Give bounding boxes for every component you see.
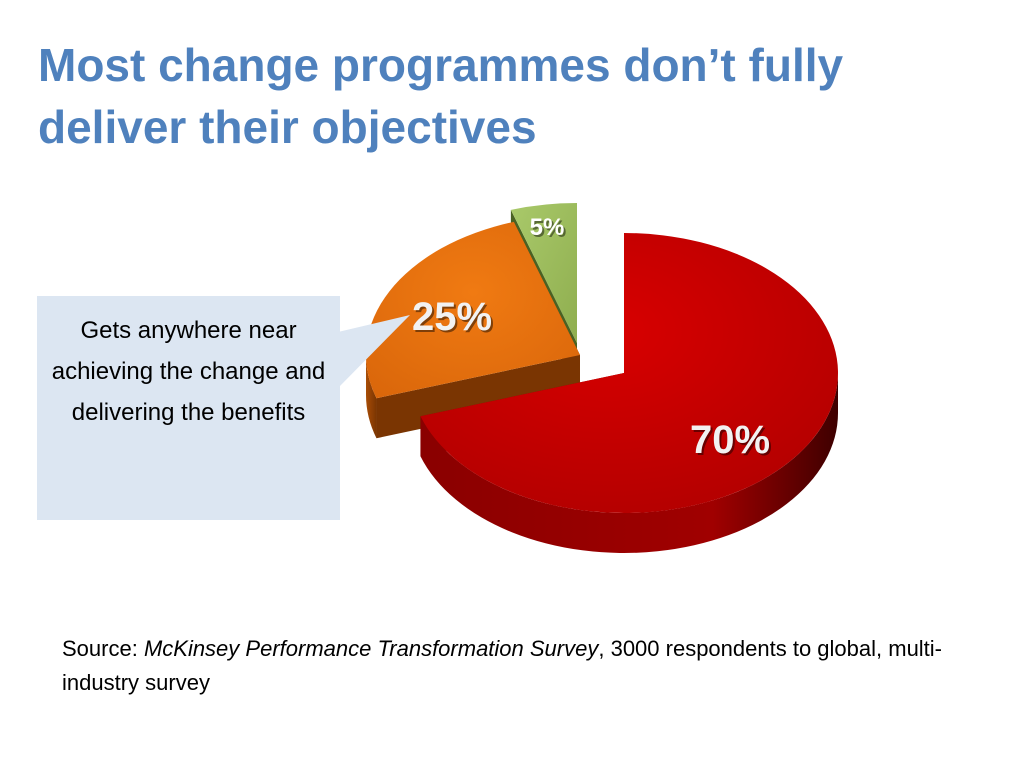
- callout-pointer: [338, 315, 410, 388]
- slice-70-label: 70%: [690, 418, 770, 462]
- callout-box: Gets anywhere near achieving the change …: [37, 296, 340, 520]
- slice-25-label-shadow: 25%: [414, 297, 494, 341]
- slice-25-rim: [366, 355, 377, 439]
- slide-title: Most change programmes don’t fully deliv…: [38, 39, 844, 153]
- slice-25-top: [366, 221, 580, 399]
- source-publication: McKinsey Performance Transformation Surv…: [143, 636, 599, 661]
- slice-5-top: [510, 203, 577, 343]
- callout-text: Gets anywhere near achieving the change …: [51, 317, 326, 426]
- slice-70-label-shadow: 70%: [692, 420, 772, 464]
- source-suffix: , 3000 respondents to global, multi-indu…: [62, 636, 943, 695]
- slice-25: [366, 221, 580, 439]
- source-note: Source: McKinsey Performance Transformat…: [62, 632, 982, 700]
- source-prefix: Source:: [62, 636, 144, 661]
- slice-70: [420, 233, 839, 553]
- slice-5-label: 5%: [530, 214, 565, 241]
- slice-25-label: 25%: [412, 295, 492, 339]
- slice-70-rim: [420, 373, 838, 553]
- slice-70-top: [420, 233, 839, 513]
- slice-5-label-shadow: 5%: [532, 216, 567, 243]
